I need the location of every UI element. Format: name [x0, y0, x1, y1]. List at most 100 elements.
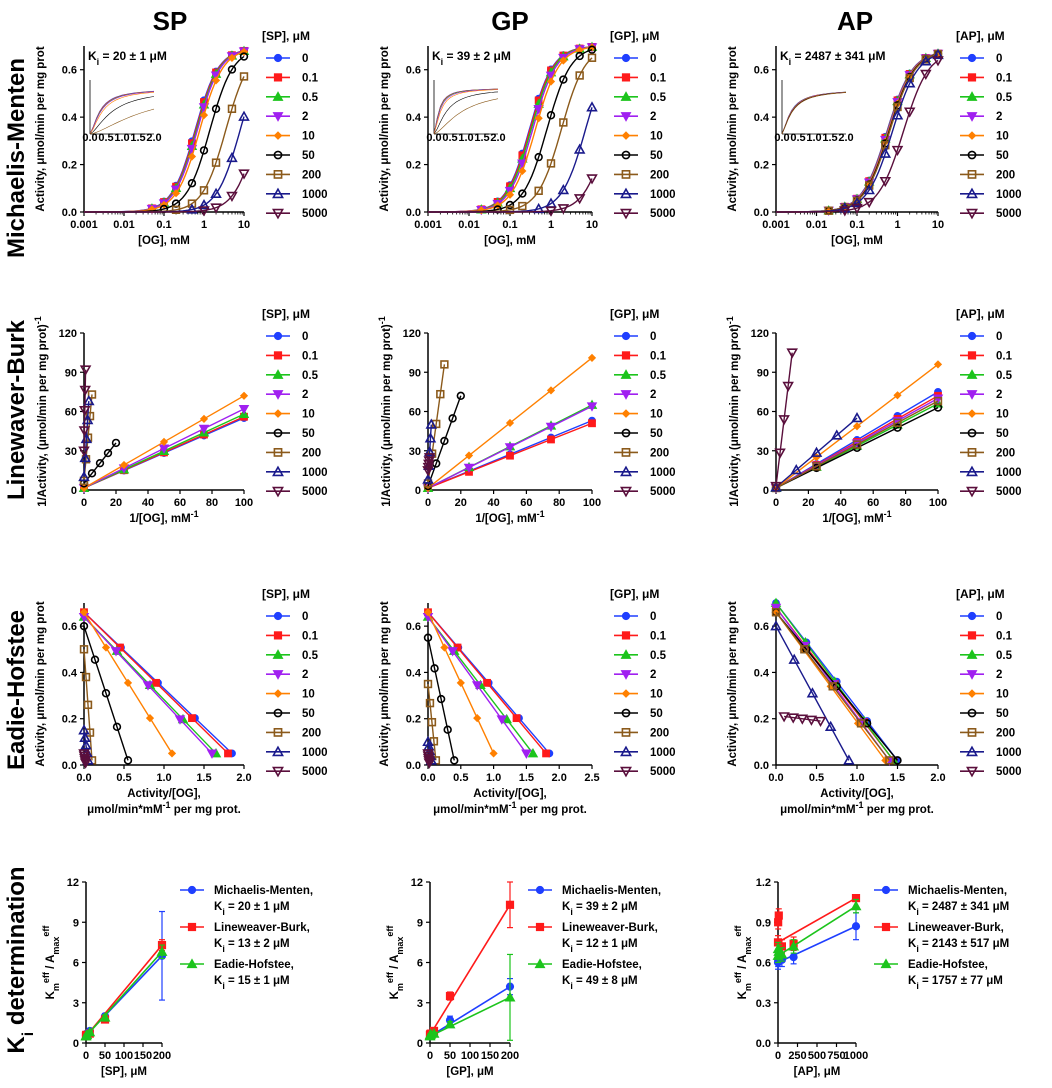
- data-point: [119, 460, 129, 470]
- legend-marker: [966, 91, 978, 101]
- inset-tick-label: 1.0: [806, 132, 821, 144]
- data-point: [238, 110, 250, 121]
- legend-label: 0: [996, 53, 1002, 65]
- x-tick-label: 0: [81, 497, 87, 509]
- data-point: [805, 715, 818, 726]
- x-tick-label: 80: [206, 497, 218, 509]
- data-point: [78, 446, 90, 457]
- legend-label: 2: [650, 111, 656, 123]
- data-point: [440, 436, 449, 446]
- legend-marker: [966, 390, 978, 400]
- x-tick-label: 1.5: [890, 772, 905, 784]
- data-point: [199, 414, 209, 423]
- data-point: [933, 396, 943, 406]
- data-point: [559, 118, 568, 127]
- row-title-ki-determination: Ki determination: [3, 866, 37, 1053]
- fit-line: [429, 996, 511, 1038]
- y-axis-label: Activity, μmol/min per mg prot: [35, 601, 47, 766]
- y-tick-label: 0.6: [62, 621, 77, 633]
- legend-title: [SP], μM: [262, 307, 310, 321]
- x-tick-label: 100: [235, 497, 253, 509]
- data-point: [445, 991, 455, 1001]
- data-point: [186, 203, 198, 214]
- data-point: [852, 422, 862, 431]
- y-axis-label: Kmeff / Amaxeff: [733, 925, 753, 1000]
- legend-label: 0: [650, 53, 656, 65]
- data-point: [79, 621, 89, 631]
- data-point: [787, 713, 799, 724]
- ki-legend-value: Ki = 39 ± 2 μM: [562, 901, 638, 917]
- data-point: [587, 353, 597, 362]
- y-tick-label: 0.4: [62, 667, 78, 679]
- legend-marker: [273, 611, 283, 621]
- data-point: [239, 72, 249, 81]
- x-tick-label: 0.001: [414, 219, 442, 231]
- ki-legend-value: Ki = 13 ± 2 μM: [214, 938, 290, 954]
- legend-label: 50: [996, 708, 1009, 720]
- legend-title: [AP], μM: [956, 29, 1005, 43]
- legend-marker: [621, 351, 631, 360]
- legend-label: 0: [302, 53, 308, 65]
- data-point: [587, 45, 597, 54]
- legend-marker: [966, 670, 978, 680]
- data-point: [824, 720, 837, 732]
- legend-marker: [620, 369, 632, 379]
- x-axis-label: [SP], μM: [101, 1066, 147, 1078]
- x-tick-label: 60: [867, 497, 879, 509]
- fit-line: [775, 625, 850, 761]
- x-tick-label: 10: [932, 219, 944, 231]
- inset-curve: [89, 108, 155, 135]
- legend-marker: [273, 409, 283, 418]
- legend-label: 200: [650, 727, 669, 739]
- legend-marker: [273, 428, 283, 438]
- legend-label: 0.1: [302, 630, 319, 642]
- legend-marker: [273, 447, 283, 457]
- legend-marker: [967, 170, 977, 179]
- data-point: [586, 402, 598, 412]
- data-point: [504, 991, 516, 1002]
- y-tick-label: 0.4: [62, 112, 78, 124]
- data-point: [424, 432, 437, 443]
- data-point: [512, 714, 521, 723]
- data-point: [447, 647, 458, 657]
- x-axis-label: Activity/[OG],: [473, 788, 546, 800]
- x-axis-label: Activity/[OG],: [820, 788, 893, 800]
- legend-marker: [272, 670, 284, 680]
- inset-plot: 0.0 0.5 1.0 1.5 2.0: [82, 80, 162, 144]
- y-tick-label: 120: [59, 328, 77, 340]
- y-tick-label: 0.6: [754, 621, 769, 633]
- legend-label: 5000: [996, 766, 1022, 778]
- y-tick-label: 12: [411, 877, 423, 889]
- ki-legend-method: Michaelis-Menten,: [214, 885, 313, 897]
- ki-legend-value: Ki = 12 ± 1 μM: [562, 938, 638, 954]
- data-point: [774, 911, 783, 920]
- data-point: [505, 205, 515, 215]
- data-point: [238, 169, 250, 180]
- legend-marker: [966, 465, 978, 477]
- legend-label: 200: [650, 169, 669, 181]
- data-point: [575, 51, 584, 61]
- legend-label: 0.1: [996, 350, 1013, 362]
- legend-label: 50: [302, 150, 315, 162]
- legend-label: 0.5: [302, 92, 319, 104]
- data-point: [103, 448, 113, 458]
- legend-marker: [967, 428, 977, 438]
- data-point: [226, 151, 238, 163]
- legend-marker: [966, 369, 978, 379]
- data-point: [188, 714, 196, 723]
- data-point: [450, 756, 459, 765]
- data-point: [532, 202, 545, 214]
- legend-marker: [620, 390, 632, 400]
- data-point: [863, 184, 875, 195]
- data-point: [587, 53, 597, 62]
- legend-label: 2: [650, 389, 656, 401]
- y-tick-label: 0.0: [754, 207, 769, 219]
- y-axis-label: 1/Activity, (μmol/min per mg prot)-1: [725, 316, 741, 507]
- x-tick-label: 20: [455, 497, 467, 509]
- data-point: [79, 405, 91, 417]
- legend-marker: [272, 390, 284, 400]
- ki-legend-value: Ki = 1757 ± 77 μM: [908, 975, 1003, 991]
- legend-label: 10: [650, 409, 663, 421]
- x-tick-label: 200: [501, 1050, 519, 1062]
- x-tick-label: 0: [775, 1050, 781, 1062]
